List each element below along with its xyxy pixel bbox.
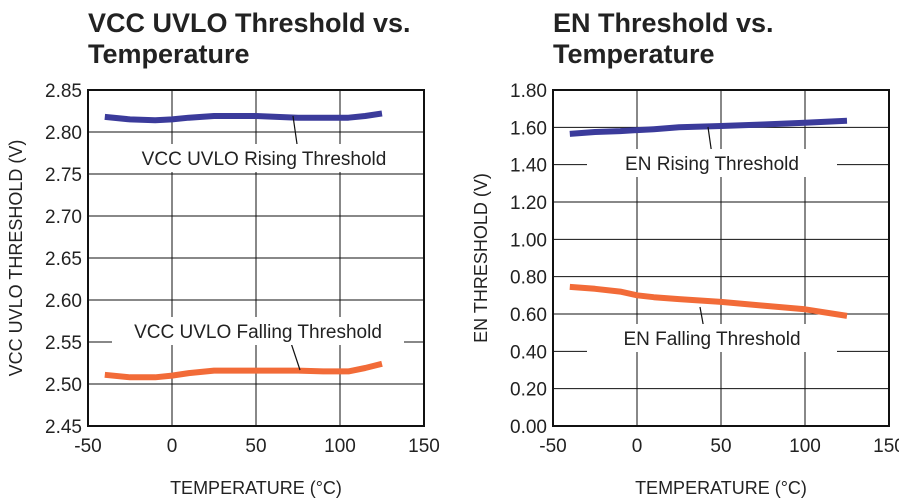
- y-tick-label: 0.60: [510, 305, 547, 326]
- x-axis-label: TEMPERATURE (°C): [635, 478, 807, 498]
- annotation-box: [112, 317, 404, 345]
- annotation-box: [587, 149, 837, 177]
- y-tick-label: 2.70: [45, 207, 82, 228]
- chart-title-right: EN Threshold vs. Temperature: [553, 8, 774, 69]
- annotation-label: VCC UVLO Rising Threshold: [142, 149, 387, 170]
- x-tick-label: 150: [408, 436, 440, 457]
- y-tick-label: 1.20: [510, 193, 547, 214]
- x-tick-label: 0: [167, 436, 178, 457]
- annotation-leader: [290, 342, 301, 371]
- y-tick-label: 1.40: [510, 156, 547, 177]
- y-tick-label: 2.80: [45, 123, 82, 144]
- annotation-label: VCC UVLO Falling Threshold: [134, 322, 382, 343]
- series-line-rising: [569, 117, 848, 137]
- series-line-falling: [569, 283, 848, 319]
- y-tick-label: 0.40: [510, 342, 547, 363]
- x-tick-label: 150: [873, 436, 899, 457]
- annotation-box: [587, 324, 837, 352]
- y-tick-label: 1.00: [510, 230, 547, 251]
- annotation-label: EN Falling Threshold: [623, 329, 800, 350]
- y-tick-label: 0.20: [510, 380, 547, 401]
- y-tick-label: 2.45: [45, 417, 82, 438]
- y-axis-label: EN THRESHOLD (V): [471, 173, 491, 343]
- plot-frame: [552, 89, 890, 427]
- y-tick-label: 0.00: [510, 417, 547, 438]
- annotation-box: [124, 144, 404, 172]
- y-tick-label: 0.80: [510, 268, 547, 289]
- y-tick-label: 1.60: [510, 118, 547, 139]
- x-tick-label: 100: [324, 436, 356, 457]
- y-axis-label: VCC UVLO THRESHOLD (V): [6, 140, 26, 377]
- y-tick-label: 2.60: [45, 291, 82, 312]
- y-tick-label: 2.50: [45, 375, 82, 396]
- y-tick-label: 1.80: [510, 81, 547, 102]
- y-tick-label: 2.55: [45, 333, 82, 354]
- x-tick-label: 50: [710, 436, 731, 457]
- x-tick-label: 100: [789, 436, 821, 457]
- x-tick-label: 50: [245, 436, 266, 457]
- plot-frame: [87, 89, 425, 427]
- x-axis-label: TEMPERATURE (°C): [170, 478, 342, 498]
- y-tick-label: 2.75: [45, 165, 82, 186]
- chart-title-left: VCC UVLO Threshold vs. Temperature: [88, 8, 411, 69]
- series-line-falling: [104, 360, 383, 381]
- chart-panel-0: VCC UVLO Rising Threshold VCC UVLO Fallin…: [6, 81, 440, 498]
- y-tick-label: 2.85: [45, 81, 82, 102]
- chart-panel-1: EN Rising Threshold EN Falling Threshold 0…: [471, 81, 899, 498]
- x-tick-label: 0: [632, 436, 643, 457]
- x-tick-label: -50: [539, 436, 566, 457]
- series-line-rising: [104, 110, 383, 124]
- x-tick-label: -50: [74, 436, 101, 457]
- annotation-label: EN Rising Threshold: [625, 154, 799, 175]
- y-tick-label: 2.65: [45, 249, 82, 270]
